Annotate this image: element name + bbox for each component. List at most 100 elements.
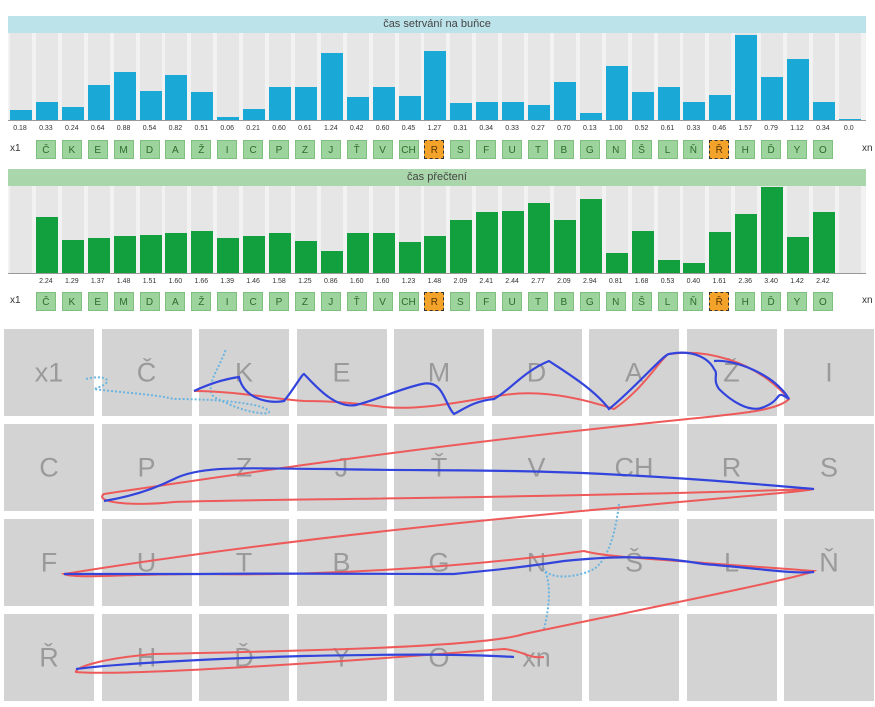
keyboard-key[interactable]: E bbox=[296, 329, 387, 416]
letter-cell[interactable]: A bbox=[165, 140, 186, 159]
keyboard-key[interactable]: N bbox=[491, 519, 582, 606]
letter-cell[interactable]: S bbox=[450, 140, 471, 159]
keyboard-key[interactable]: B bbox=[296, 519, 387, 606]
keyboard-key[interactable]: A bbox=[589, 329, 679, 416]
letter-cell[interactable]: E bbox=[87, 140, 108, 159]
keyboard-key[interactable]: xn bbox=[491, 614, 582, 701]
letter-cell[interactable]: D bbox=[139, 292, 160, 311]
keyboard-key[interactable]: O bbox=[394, 614, 484, 701]
letter-cell[interactable]: J bbox=[320, 292, 341, 311]
chart-bar bbox=[87, 238, 110, 273]
keyboard-key[interactable]: Č bbox=[101, 329, 192, 416]
letter-cell[interactable]: Z bbox=[294, 292, 315, 311]
keyboard-key[interactable]: F bbox=[4, 519, 94, 606]
letter-cell[interactable]: CH bbox=[398, 140, 419, 159]
keyboard-key[interactable]: R bbox=[686, 424, 777, 511]
keyboard-key[interactable]: CH bbox=[589, 424, 679, 511]
letter-cell[interactable]: G bbox=[579, 292, 600, 311]
letter-cell[interactable]: O bbox=[812, 292, 833, 311]
bar-value-label: 0.13 bbox=[582, 125, 597, 132]
keyboard-key[interactable]: P bbox=[101, 424, 192, 511]
letter-cell[interactable]: Ď bbox=[761, 140, 782, 159]
letter-cell[interactable]: H bbox=[735, 140, 756, 159]
letter-cell[interactable]: K bbox=[61, 140, 82, 159]
keyboard-key[interactable]: L bbox=[686, 519, 777, 606]
bar-value-label: 0.27 bbox=[531, 125, 545, 132]
letter-cell[interactable]: M bbox=[113, 140, 134, 159]
letter-cell[interactable]: Y bbox=[787, 140, 807, 159]
letter-cell[interactable]: O bbox=[812, 140, 833, 159]
letter-cell[interactable]: Ř bbox=[709, 292, 730, 311]
letter-cell[interactable]: L bbox=[657, 140, 678, 159]
keyboard-key[interactable]: Ť bbox=[394, 424, 484, 511]
letter-cell[interactable]: Ť bbox=[346, 292, 367, 311]
chart-bar bbox=[631, 230, 654, 273]
letter-cell[interactable]: P bbox=[269, 140, 289, 159]
letter-cell[interactable]: F bbox=[476, 140, 497, 159]
letter-cell[interactable]: Š bbox=[631, 140, 652, 159]
keyboard-key[interactable]: Ř bbox=[4, 614, 94, 701]
letter-cell[interactable]: N bbox=[605, 140, 626, 159]
letter-cell[interactable]: Ň bbox=[683, 140, 704, 159]
letter-cell[interactable]: Č bbox=[35, 292, 56, 311]
letter-cell[interactable]: H bbox=[735, 292, 756, 311]
keyboard-key[interactable]: G bbox=[394, 519, 484, 606]
letter-cell[interactable]: Č bbox=[35, 140, 56, 159]
letter-cell[interactable]: J bbox=[320, 140, 341, 159]
letter-cell[interactable]: A bbox=[165, 292, 186, 311]
letter-cell[interactable]: R bbox=[424, 140, 445, 159]
letter-cell[interactable]: Ž bbox=[191, 140, 212, 159]
keyboard-key[interactable]: Y bbox=[296, 614, 387, 701]
keyboard-key[interactable]: Ň bbox=[784, 519, 874, 606]
key-label: O bbox=[428, 642, 450, 672]
keyboard-key[interactable]: V bbox=[491, 424, 582, 511]
keyboard-key[interactable]: T bbox=[199, 519, 289, 606]
letter-cell[interactable]: CH bbox=[398, 292, 419, 311]
keyboard-key[interactable]: Š bbox=[589, 519, 679, 606]
letter-cell[interactable]: E bbox=[87, 292, 108, 311]
keyboard-key[interactable]: Z bbox=[199, 424, 289, 511]
letter-cell[interactable]: G bbox=[579, 140, 600, 159]
keyboard-key[interactable]: x1 bbox=[4, 329, 94, 416]
letter-cell[interactable]: U bbox=[502, 292, 523, 311]
letter-cell[interactable]: R bbox=[424, 292, 445, 311]
letter-cell[interactable]: U bbox=[502, 140, 523, 159]
letter-cell[interactable]: T bbox=[528, 292, 548, 311]
keyboard-key[interactable]: Ď bbox=[199, 614, 289, 701]
letter-cell[interactable]: C bbox=[243, 292, 264, 311]
letter-cell[interactable]: Y bbox=[787, 292, 807, 311]
letter-cell[interactable]: Ř bbox=[709, 140, 730, 159]
letter-cell[interactable]: K bbox=[61, 292, 82, 311]
keyboard-key[interactable]: K bbox=[199, 329, 289, 416]
letter-cell[interactable]: D bbox=[139, 140, 160, 159]
keyboard-key[interactable]: D bbox=[491, 329, 582, 416]
letter-cell[interactable]: B bbox=[553, 140, 574, 159]
letter-cell[interactable]: B bbox=[553, 292, 574, 311]
letter-cell[interactable]: Ť bbox=[346, 140, 367, 159]
letter-cell[interactable]: Ď bbox=[761, 292, 782, 311]
letter-cell[interactable]: L bbox=[657, 292, 678, 311]
letter-cell[interactable]: Ž bbox=[191, 292, 212, 311]
letter-cell[interactable]: N bbox=[605, 292, 626, 311]
keyboard-key[interactable]: H bbox=[101, 614, 192, 701]
keyboard-key[interactable]: U bbox=[101, 519, 192, 606]
letter-cell[interactable]: I bbox=[217, 140, 238, 159]
letter-cell[interactable]: Ň bbox=[683, 292, 704, 311]
letter-cell[interactable]: C bbox=[243, 140, 264, 159]
keyboard-key[interactable]: M bbox=[394, 329, 484, 416]
keyboard-key[interactable]: Ž bbox=[686, 329, 777, 416]
letter-cell[interactable]: Z bbox=[294, 140, 315, 159]
letter-cell[interactable]: T bbox=[528, 140, 548, 159]
letter-cell[interactable]: V bbox=[372, 292, 393, 311]
keyboard-key[interactable]: S bbox=[784, 424, 874, 511]
letter-cell[interactable]: Š bbox=[631, 292, 652, 311]
letter-cell[interactable]: V bbox=[372, 140, 393, 159]
letter-cell[interactable]: F bbox=[476, 292, 497, 311]
letter-cell[interactable]: P bbox=[269, 292, 289, 311]
letter-cell[interactable]: S bbox=[450, 292, 471, 311]
keyboard-key[interactable]: J bbox=[296, 424, 387, 511]
letter-cell[interactable]: I bbox=[217, 292, 238, 311]
letter-cell[interactable]: M bbox=[113, 292, 134, 311]
keyboard-key[interactable]: C bbox=[4, 424, 94, 511]
keyboard-key[interactable]: I bbox=[784, 329, 874, 416]
